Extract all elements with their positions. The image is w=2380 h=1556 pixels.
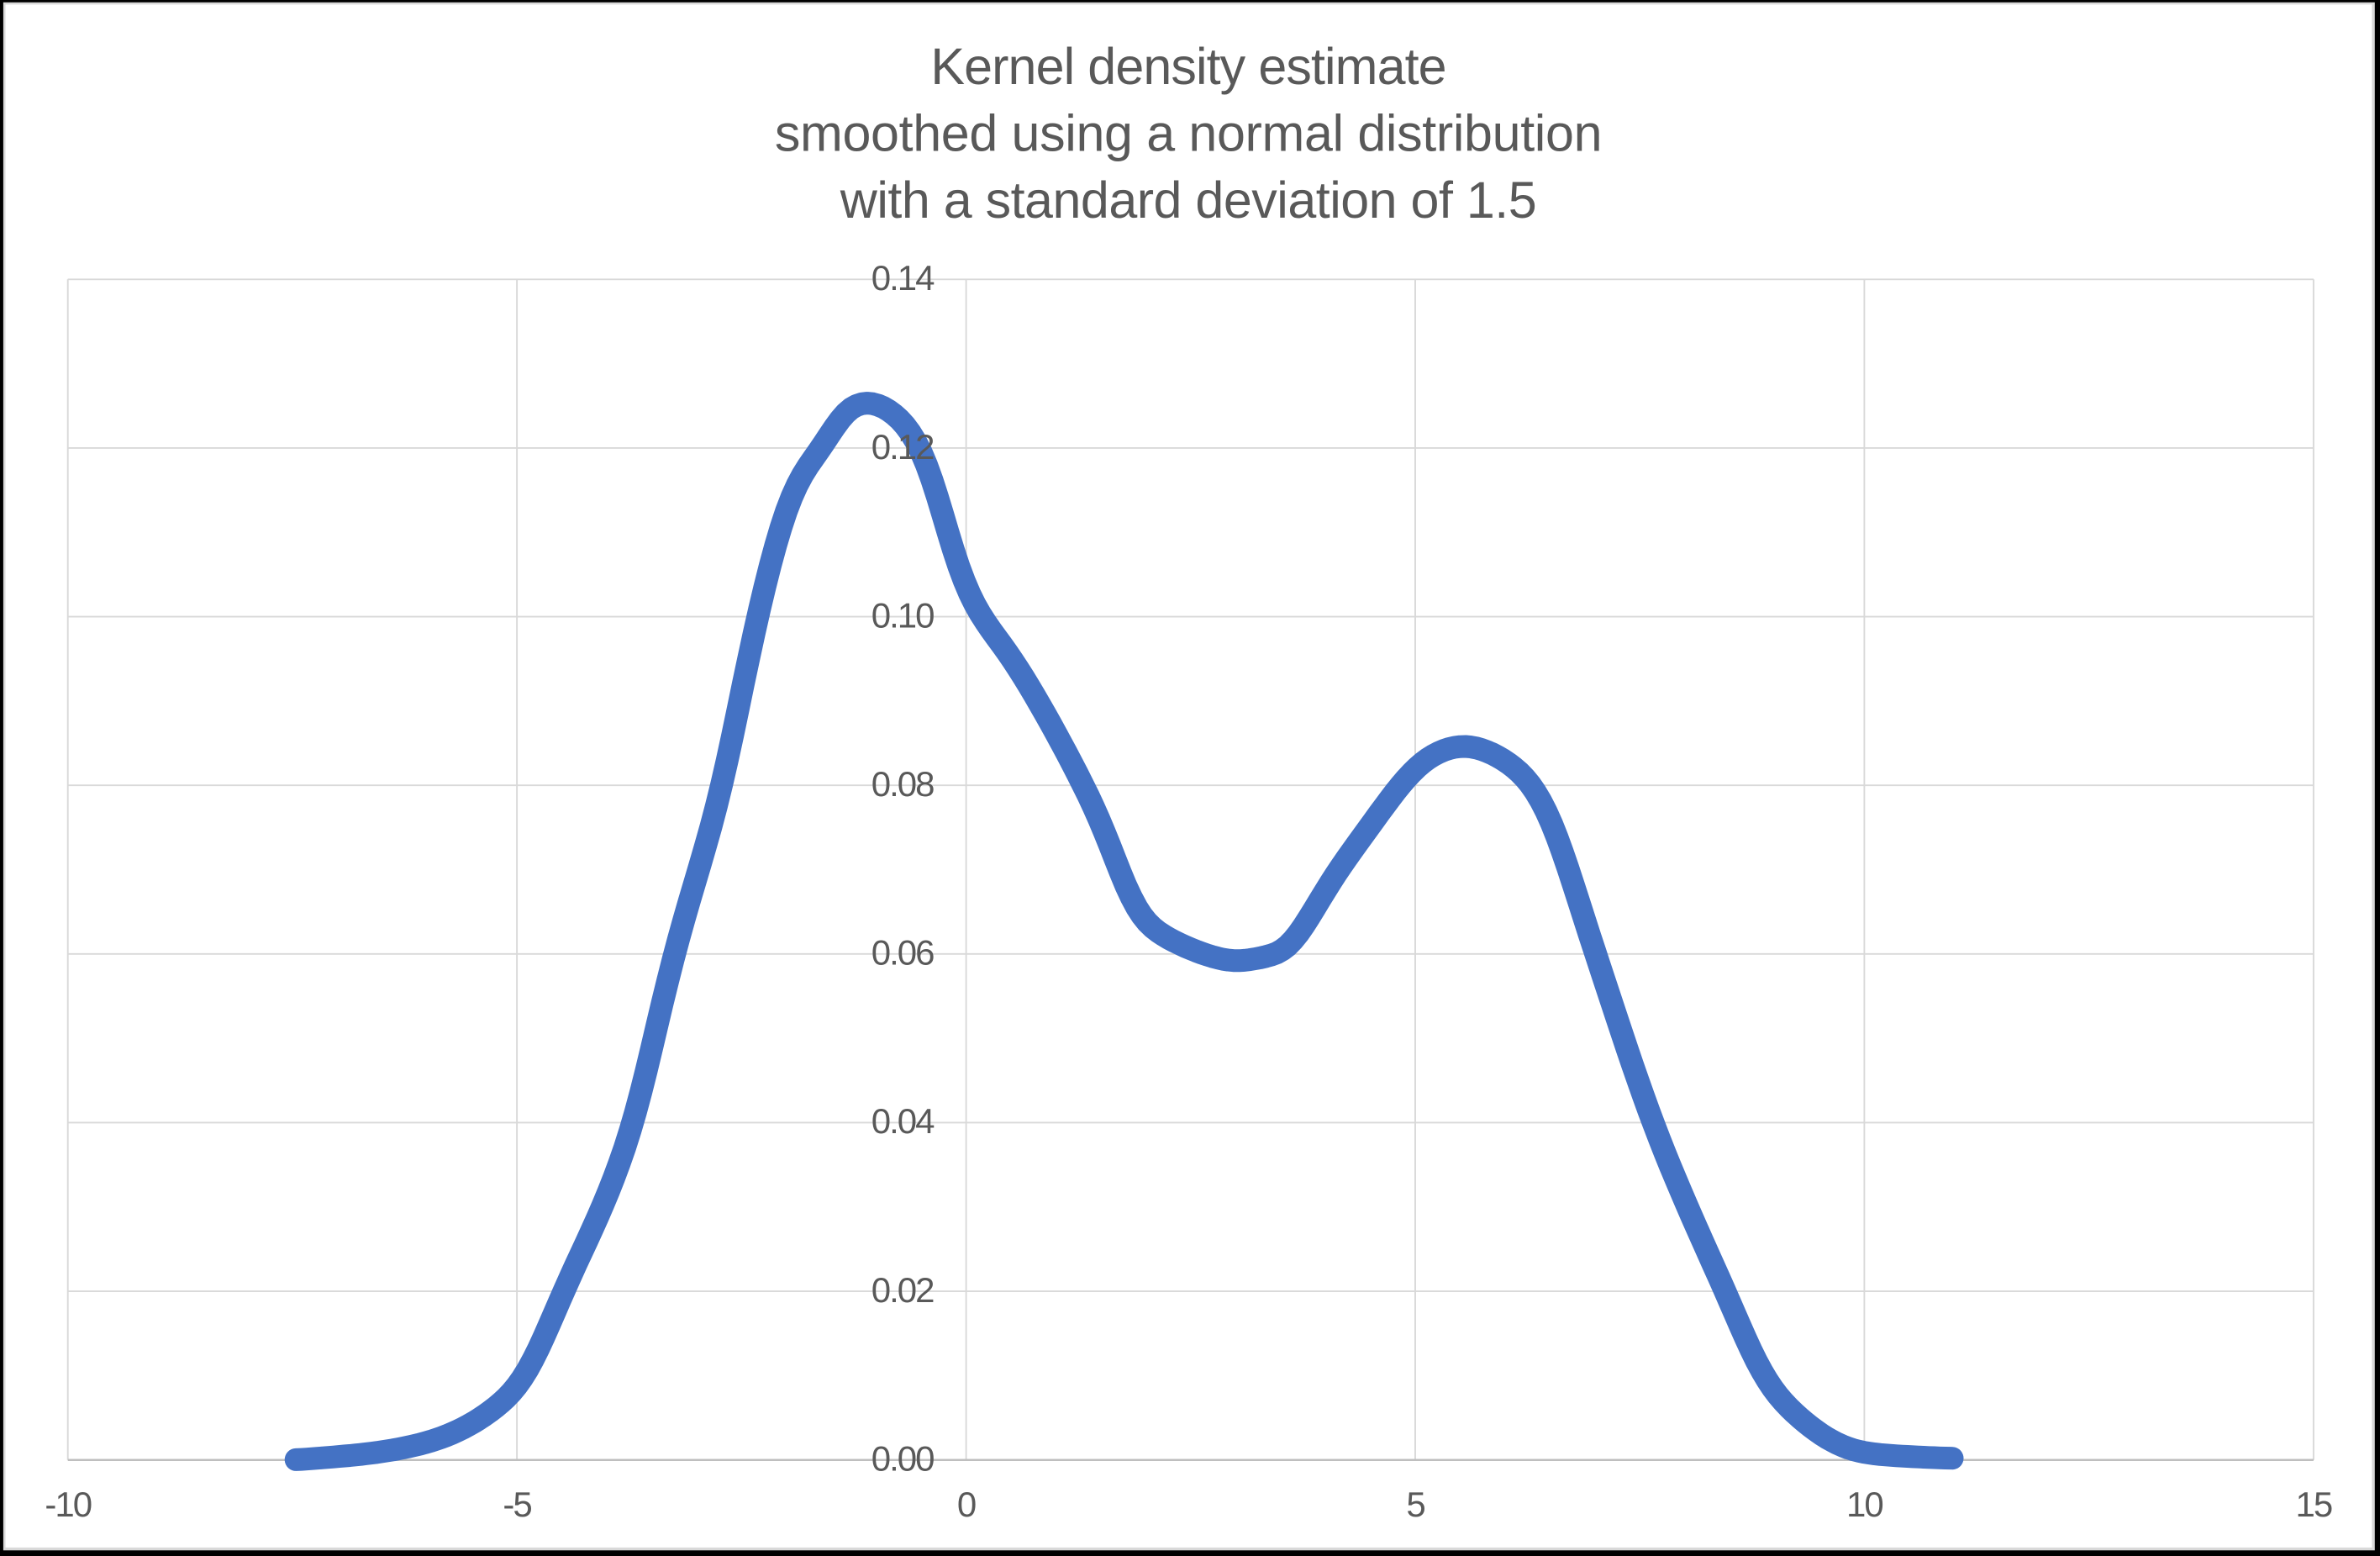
svg-text:10: 10 <box>1846 1485 1882 1524</box>
svg-text:-10: -10 <box>45 1485 91 1524</box>
svg-text:5: 5 <box>1406 1485 1424 1524</box>
svg-text:0.14: 0.14 <box>871 258 935 298</box>
svg-text:0.10: 0.10 <box>871 595 934 635</box>
svg-text:Kernel density estimate: Kernel density estimate <box>930 38 1445 95</box>
svg-text:0.06: 0.06 <box>871 933 934 973</box>
svg-text:smoothed using a normal distri: smoothed using a normal distribution <box>775 105 1602 162</box>
svg-text:with a standard deviation of 1: with a standard deviation of 1.5 <box>840 171 1536 229</box>
svg-text:-5: -5 <box>503 1485 531 1524</box>
svg-text:15: 15 <box>2296 1485 2332 1524</box>
svg-text:0.08: 0.08 <box>871 764 934 804</box>
svg-text:0.00: 0.00 <box>871 1439 934 1479</box>
svg-text:0.02: 0.02 <box>871 1270 934 1310</box>
svg-text:0: 0 <box>957 1485 976 1524</box>
svg-text:0.04: 0.04 <box>871 1101 935 1141</box>
svg-text:0.12: 0.12 <box>871 427 934 467</box>
